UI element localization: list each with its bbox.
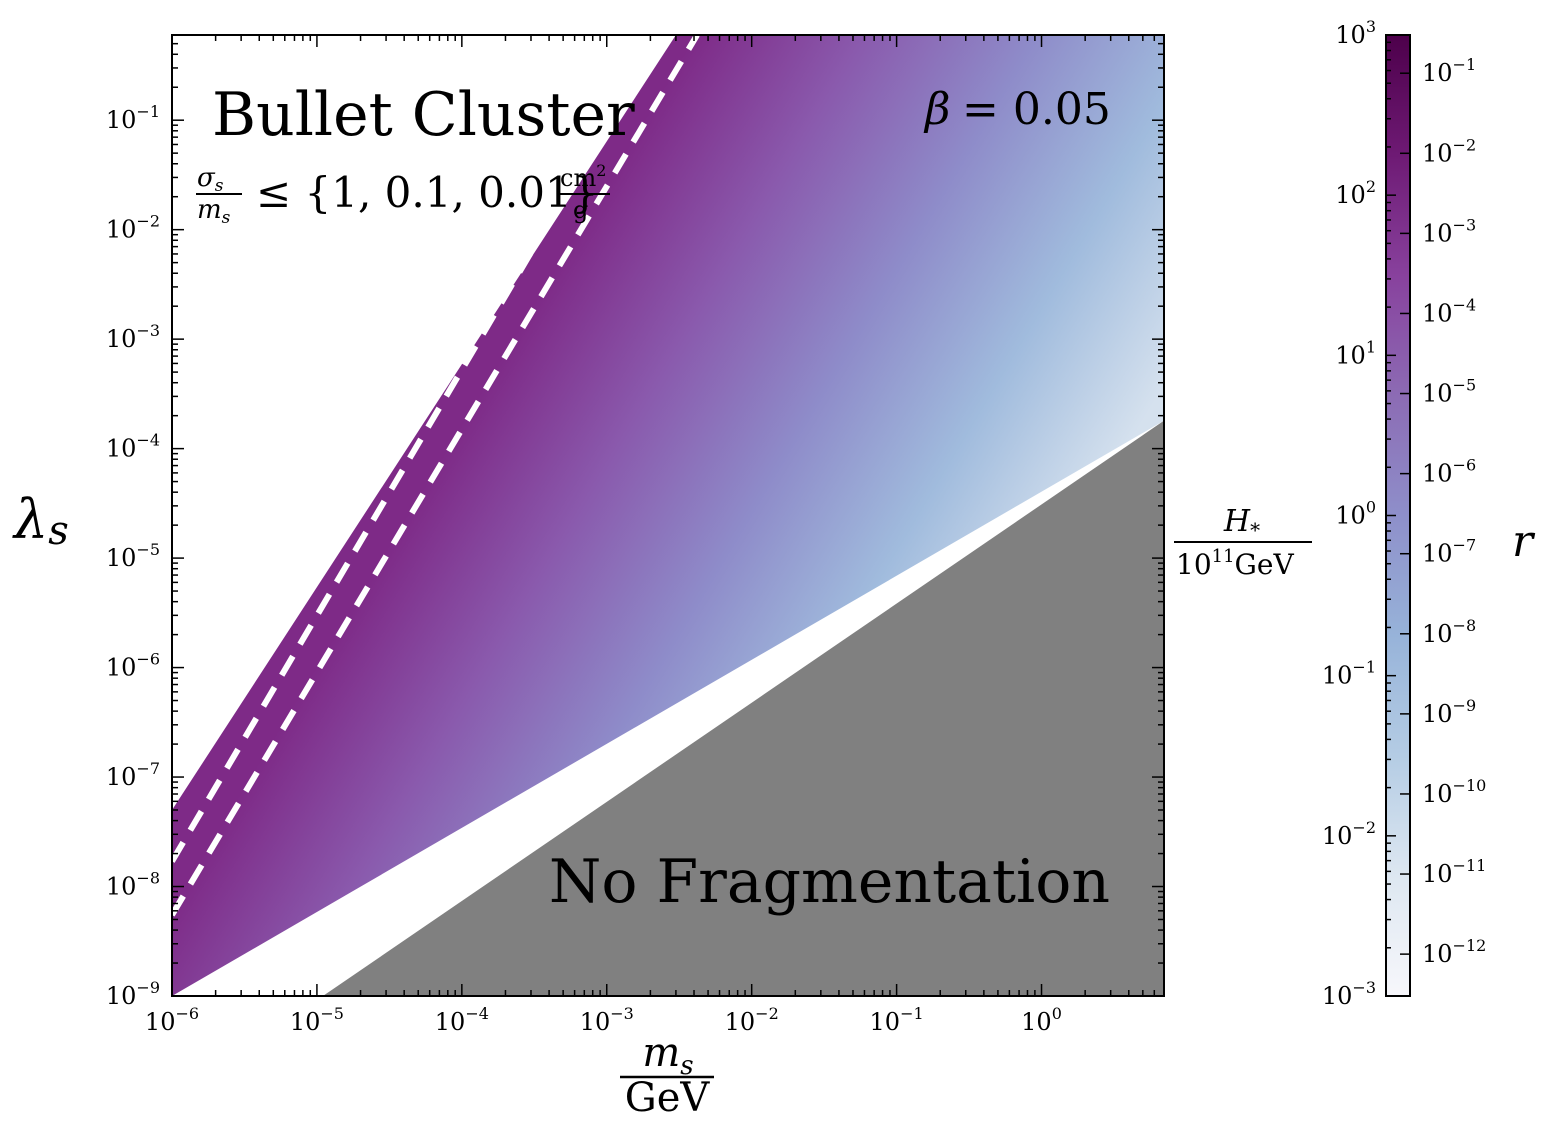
x-tick-label: 10−5 xyxy=(290,1004,344,1036)
dashed-constraint-line-2 xyxy=(172,35,700,917)
cross-section-bound: ≤ {1, 0.1, 0.01} xyxy=(256,168,598,217)
y-tick-label: 10−2 xyxy=(106,212,160,244)
x-axis-label: ms GeV xyxy=(620,1030,714,1121)
x-tick-label: 10−2 xyxy=(725,1004,779,1036)
colorbar-left-tick-label: 100 xyxy=(1335,498,1376,530)
x-tick-label: 10−4 xyxy=(435,1004,489,1036)
colorbar-right-ticks: 10−12 10−11 10−10 10−9 10−8 10−7 10−6 10−5 10−4 1… xyxy=(1400,55,1486,968)
colorbar-right-tick-label: 10−8 xyxy=(1422,616,1476,648)
x-axis-ticks: 10−6 10−5 10−4 10−3 10−2 10−1 100 xyxy=(145,35,1165,1036)
m-symbol: ms xyxy=(197,195,231,228)
y-tick-label: 10−3 xyxy=(106,321,160,353)
x-tick-label: 10−1 xyxy=(870,1004,924,1036)
y-tick-label: 10−1 xyxy=(106,102,160,134)
x-tick-label: 100 xyxy=(1021,1004,1062,1036)
colorbar-left-tick-label: 10−2 xyxy=(1322,818,1376,850)
x-axis-label-numerator: ms xyxy=(642,1030,693,1081)
colorbar-left-tick-label: 103 xyxy=(1335,17,1376,49)
no-fragmentation-region xyxy=(322,420,1164,996)
x-tick-label: 10−3 xyxy=(580,1004,634,1036)
colorbar-right-tick-label: 10−12 xyxy=(1422,936,1486,968)
x-axis-label-denominator: GeV xyxy=(625,1075,711,1121)
colorbar-right-tick-label: 10−9 xyxy=(1422,696,1476,728)
beta-symbol: β xyxy=(923,84,950,135)
colorbar-left-tick-label: 10−1 xyxy=(1322,658,1376,690)
hubble-denominator: 1011GeV xyxy=(1176,546,1294,581)
plot-frame xyxy=(171,34,1165,997)
y-tick-label: 10−9 xyxy=(106,978,160,1010)
beta-value: = 0.05 xyxy=(962,84,1111,135)
y-tick-label: 10−5 xyxy=(106,540,160,572)
colorbar-right-tick-label: 10−7 xyxy=(1422,536,1476,568)
beta-label: β = 0.05 xyxy=(923,84,1111,135)
unit-numerator: cm2 xyxy=(560,161,606,192)
y-axis-ticks: 10−9 10−8 10−7 10−6 10−5 10−4 10−3 10−2 10−1 xyxy=(106,34,1164,1010)
cross-section-label: σs ms ≤ {1, 0.1, 0.01} cm2 g xyxy=(196,161,610,228)
y-tick-label: 10−6 xyxy=(106,650,160,682)
colorbar-right-tick-label: 10−10 xyxy=(1422,776,1486,808)
colorbar-right-tick-label: 10−5 xyxy=(1422,376,1476,408)
y-tick-label: 10−7 xyxy=(106,759,160,791)
colorbar-left-ticks: 10−3 10−2 10−1 100 101 102 103 xyxy=(1322,17,1396,1010)
colorbar-right-tick-label: 10−2 xyxy=(1422,135,1476,167)
colorbar-right-tick-label: 10−4 xyxy=(1422,295,1476,327)
colorbar-left-tick-label: 10−3 xyxy=(1322,978,1376,1010)
no-fragmentation-label: No Fragmentation xyxy=(549,847,1110,917)
bullet-cluster-label: Bullet Cluster xyxy=(212,80,635,150)
y-tick-label: 10−8 xyxy=(106,869,160,901)
colorbar-left-tick-label: 102 xyxy=(1335,177,1376,209)
colorbar-right-tick-label: 10−3 xyxy=(1422,215,1476,247)
sigma-symbol: σs xyxy=(197,163,224,196)
colorbar-label: r xyxy=(1512,516,1536,567)
y-tick-label: 10−4 xyxy=(106,431,160,463)
colorbar-right-tick-label: 10−6 xyxy=(1422,456,1476,488)
hubble-numerator: H* xyxy=(1223,504,1260,542)
colorbar-right-tick-label: 10−11 xyxy=(1422,856,1486,888)
allowed-band xyxy=(172,35,1164,996)
x-tick-label: 10−6 xyxy=(145,1004,199,1036)
unit-denominator: g xyxy=(573,196,588,224)
colorbar-left-axis-label: H* 1011GeV xyxy=(1174,504,1312,581)
colorbar-right-tick-label: 10−1 xyxy=(1422,55,1476,87)
y-axis-label: λs xyxy=(12,488,69,554)
dashed-constraint-line-1 xyxy=(172,35,662,863)
colorbar-left-tick-label: 101 xyxy=(1335,337,1376,369)
